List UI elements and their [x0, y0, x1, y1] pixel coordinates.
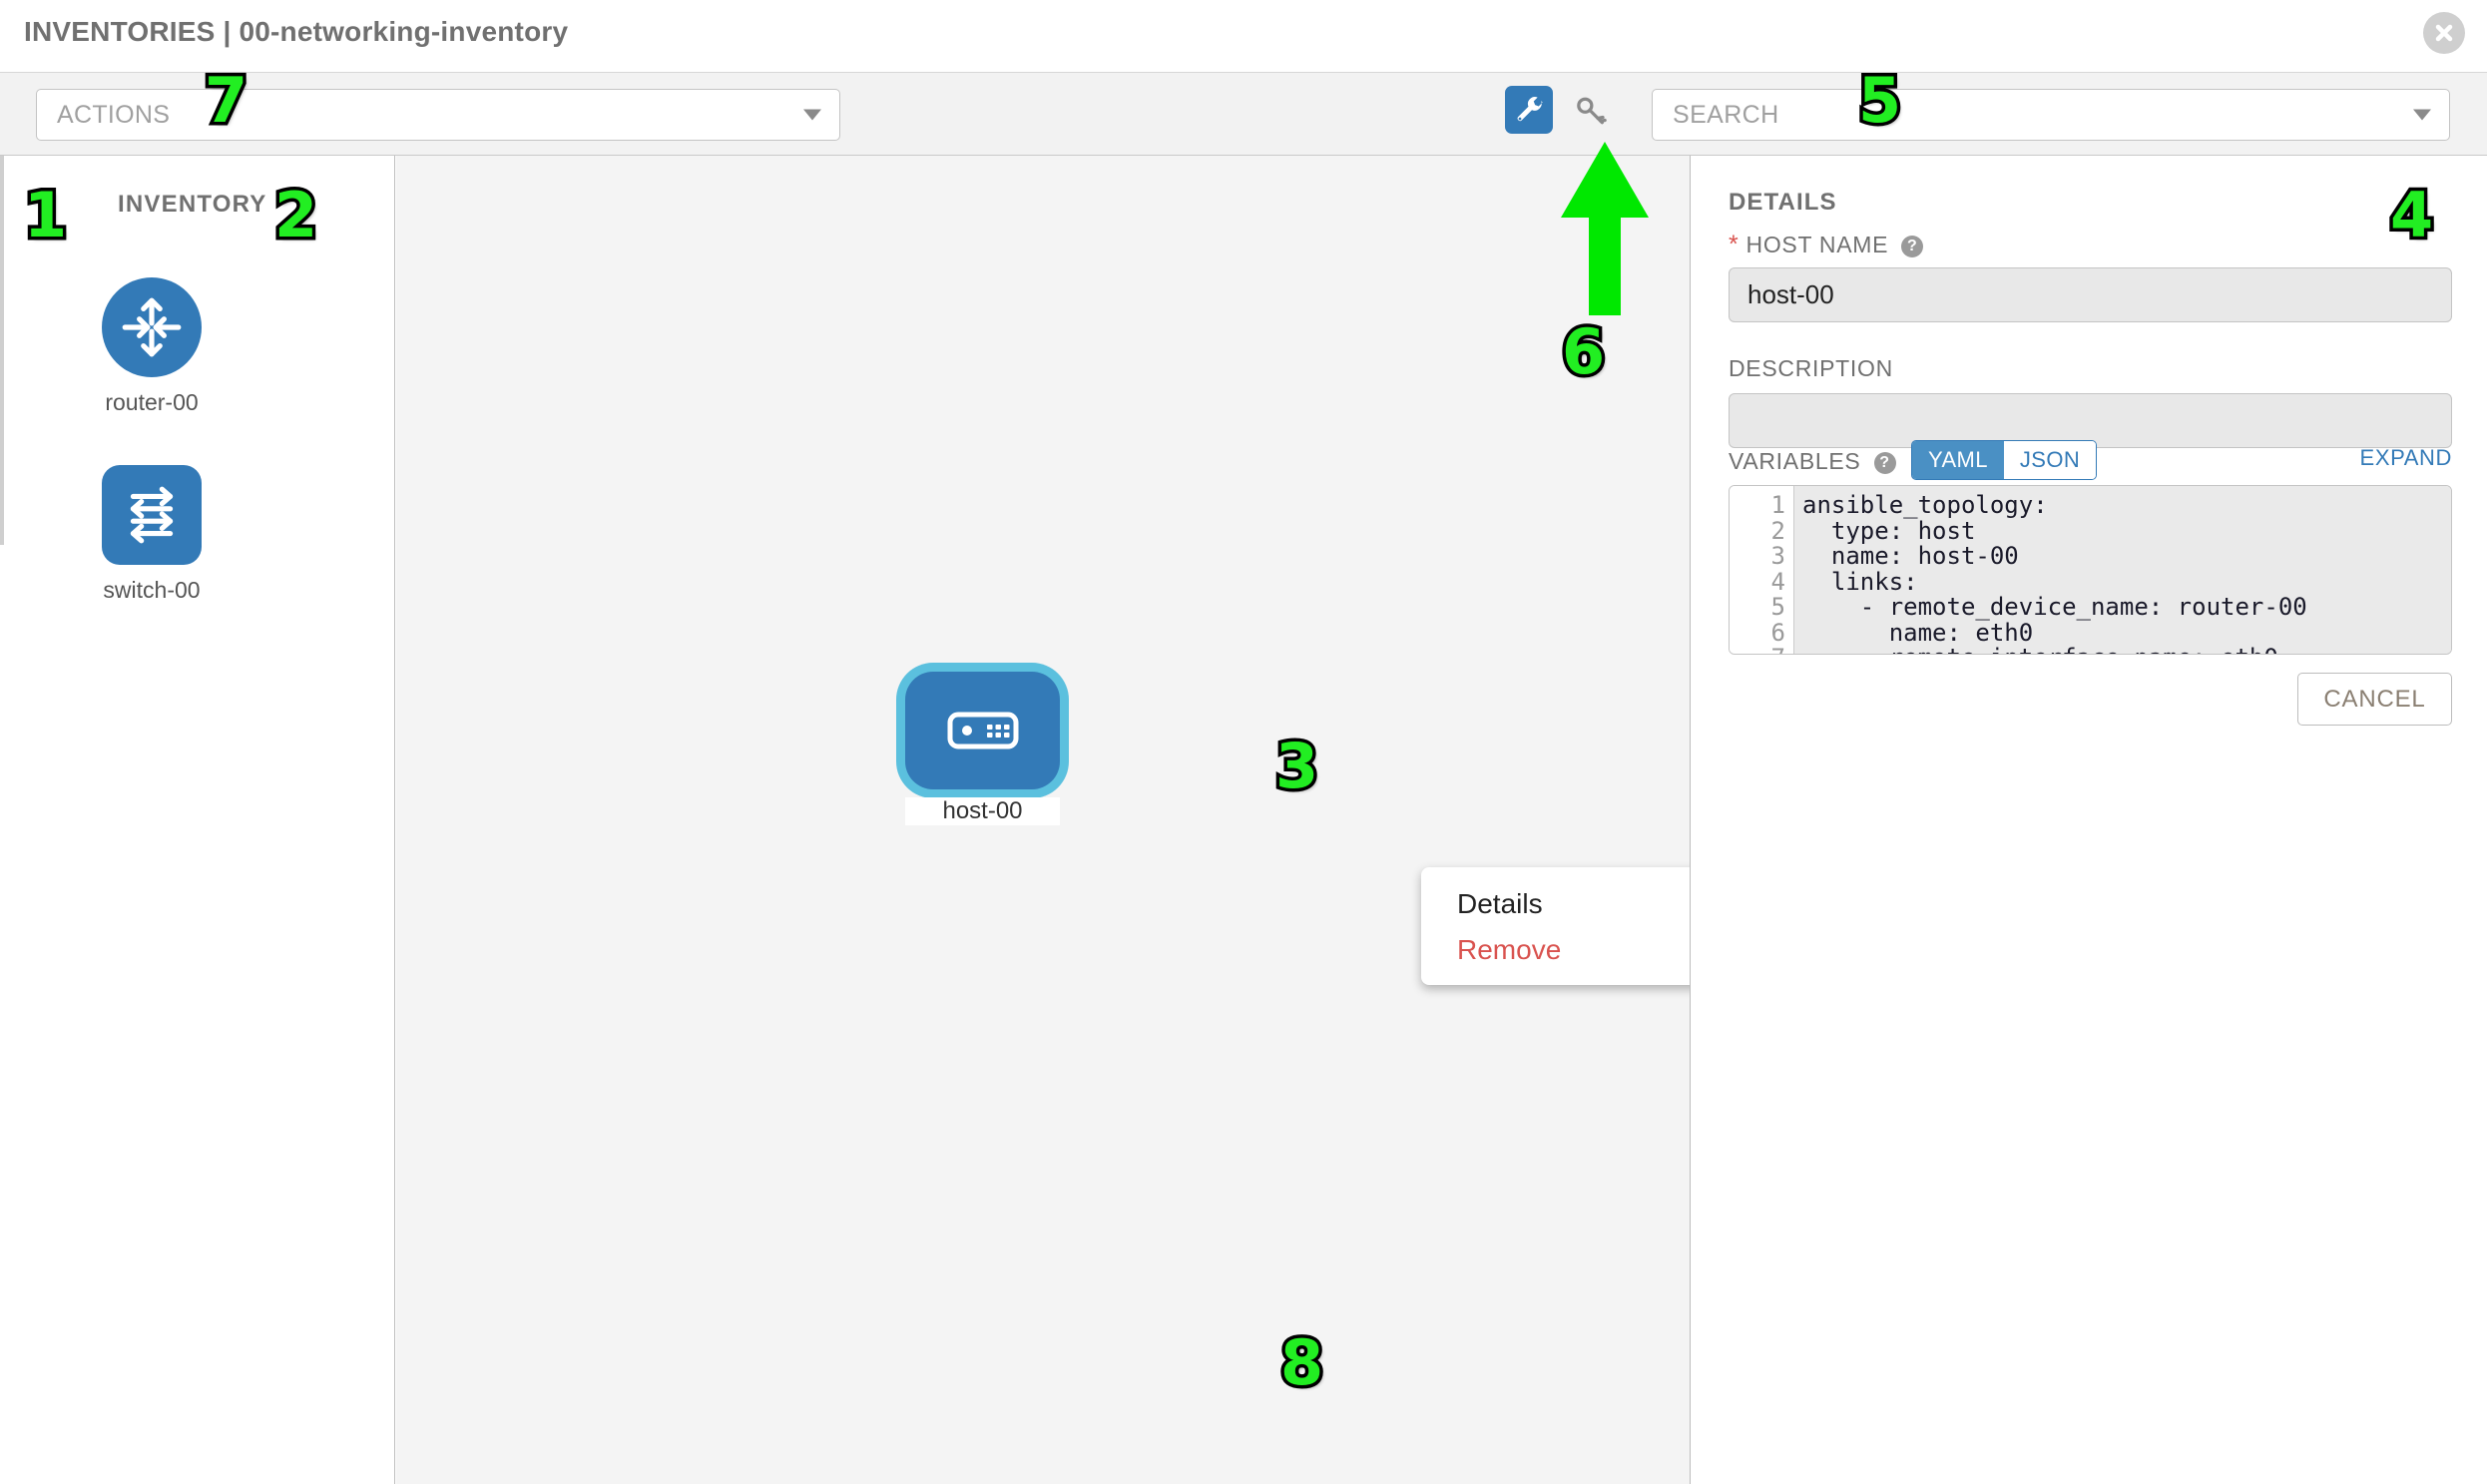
code-gutter: 1 2 3 4 5 6 7 — [1730, 486, 1794, 654]
close-x-glyph — [2435, 24, 2453, 42]
details-panel: DETAILS * HOST NAME ? host-00 DESCRIPTIO… — [1692, 156, 2487, 1484]
description-label-text: DESCRIPTION — [1729, 355, 1893, 381]
inventory-item-label: router-00 — [105, 389, 199, 415]
line-number: 7 — [1730, 645, 1793, 654]
line-number: 2 — [1770, 516, 1785, 545]
actions-dropdown[interactable]: ACTIONS — [36, 89, 840, 141]
host-node-label: host-00 — [905, 797, 1060, 825]
search-placeholder: SEARCH — [1673, 100, 1779, 129]
wrench-glyph — [1517, 97, 1543, 122]
key-glyph — [1577, 97, 1607, 125]
switch-glyph — [130, 486, 174, 544]
cancel-button[interactable]: CANCEL — [2297, 673, 2452, 726]
inventory-heading: INVENTORY — [118, 191, 267, 218]
line-number: 1 — [1770, 491, 1785, 519]
variables-mode-yaml[interactable]: YAML — [1912, 441, 2004, 479]
code-line: - remote_device_name: router-00 — [1802, 593, 2307, 621]
host-name-value: host-00 — [1747, 279, 1834, 309]
line-number: 5 — [1770, 593, 1785, 621]
canvas-node-host[interactable]: host-00 — [905, 672, 1060, 825]
node-context-menu: Details Remove — [1421, 867, 1690, 985]
inventory-item-switch[interactable]: switch-00 — [72, 465, 232, 604]
line-number: 6 — [1770, 618, 1785, 647]
line-number: 4 — [1770, 567, 1785, 596]
variables-code-editor[interactable]: 1 2 3 4 5 6 7 ansible_topology: type: ho… — [1729, 485, 2452, 655]
actions-dropdown-label: ACTIONS — [57, 100, 171, 129]
variables-label-text: VARIABLES — [1729, 448, 1861, 474]
inventory-item-router[interactable]: router-00 — [72, 277, 232, 416]
host-node-shape[interactable] — [905, 672, 1060, 789]
topology-canvas[interactable]: host-00 Details Remove 120% – + — [396, 156, 1691, 1484]
code-line: name: eth0 — [1802, 618, 2034, 647]
help-icon[interactable]: ? — [1901, 236, 1924, 257]
inventory-scrollbar[interactable] — [0, 156, 4, 545]
host-name-label-text: HOST NAME — [1745, 232, 1889, 257]
variables-mode-toggle[interactable]: YAML JSON — [1911, 440, 2098, 480]
variables-label: VARIABLES ? — [1729, 448, 1896, 475]
router-glyph — [122, 297, 182, 357]
code-line: name: host-00 — [1802, 542, 2019, 570]
line-number: 3 — [1770, 542, 1785, 570]
help-icon[interactable]: ? — [1873, 452, 1896, 474]
router-icon — [102, 277, 202, 377]
variables-mode-json[interactable]: JSON — [2003, 441, 2097, 479]
description-label: DESCRIPTION — [1729, 355, 1893, 382]
title-bar: INVENTORIES | 00-networking-inventory — [0, 0, 2487, 73]
switch-icon — [102, 465, 202, 565]
inventory-panel: INVENTORY router-00 — [0, 156, 395, 1484]
required-marker: * — [1729, 231, 1740, 258]
key-icon[interactable] — [1569, 88, 1613, 132]
expand-link[interactable]: EXPAND — [2359, 445, 2452, 470]
search-input[interactable]: SEARCH — [1652, 89, 2450, 141]
host-name-label: * HOST NAME ? — [1729, 231, 1924, 259]
close-icon[interactable] — [2423, 12, 2465, 54]
context-menu-item-details[interactable]: Details — [1457, 888, 1543, 919]
context-menu-item-remove[interactable]: Remove — [1457, 933, 1562, 965]
code-line: remote_interface_name: eth0 — [1802, 645, 2451, 654]
chevron-down-icon — [803, 109, 821, 121]
chevron-down-icon[interactable] — [2413, 109, 2431, 121]
host-name-field[interactable]: host-00 — [1729, 267, 2452, 322]
toolbar: ACTIONS SEARCH — [0, 73, 2487, 156]
server-icon — [947, 712, 1018, 749]
code-line: ansible_topology: — [1802, 491, 2048, 519]
inventory-item-label: switch-00 — [103, 577, 201, 603]
code-line: links: — [1802, 567, 1918, 596]
page-title: INVENTORIES | 00-networking-inventory — [24, 16, 569, 47]
wrench-icon[interactable] — [1505, 86, 1553, 134]
details-heading: DETAILS — [1729, 189, 1837, 216]
code-line: type: host — [1802, 516, 1976, 545]
code-content[interactable]: ansible_topology: type: host name: host-… — [1794, 486, 2451, 654]
